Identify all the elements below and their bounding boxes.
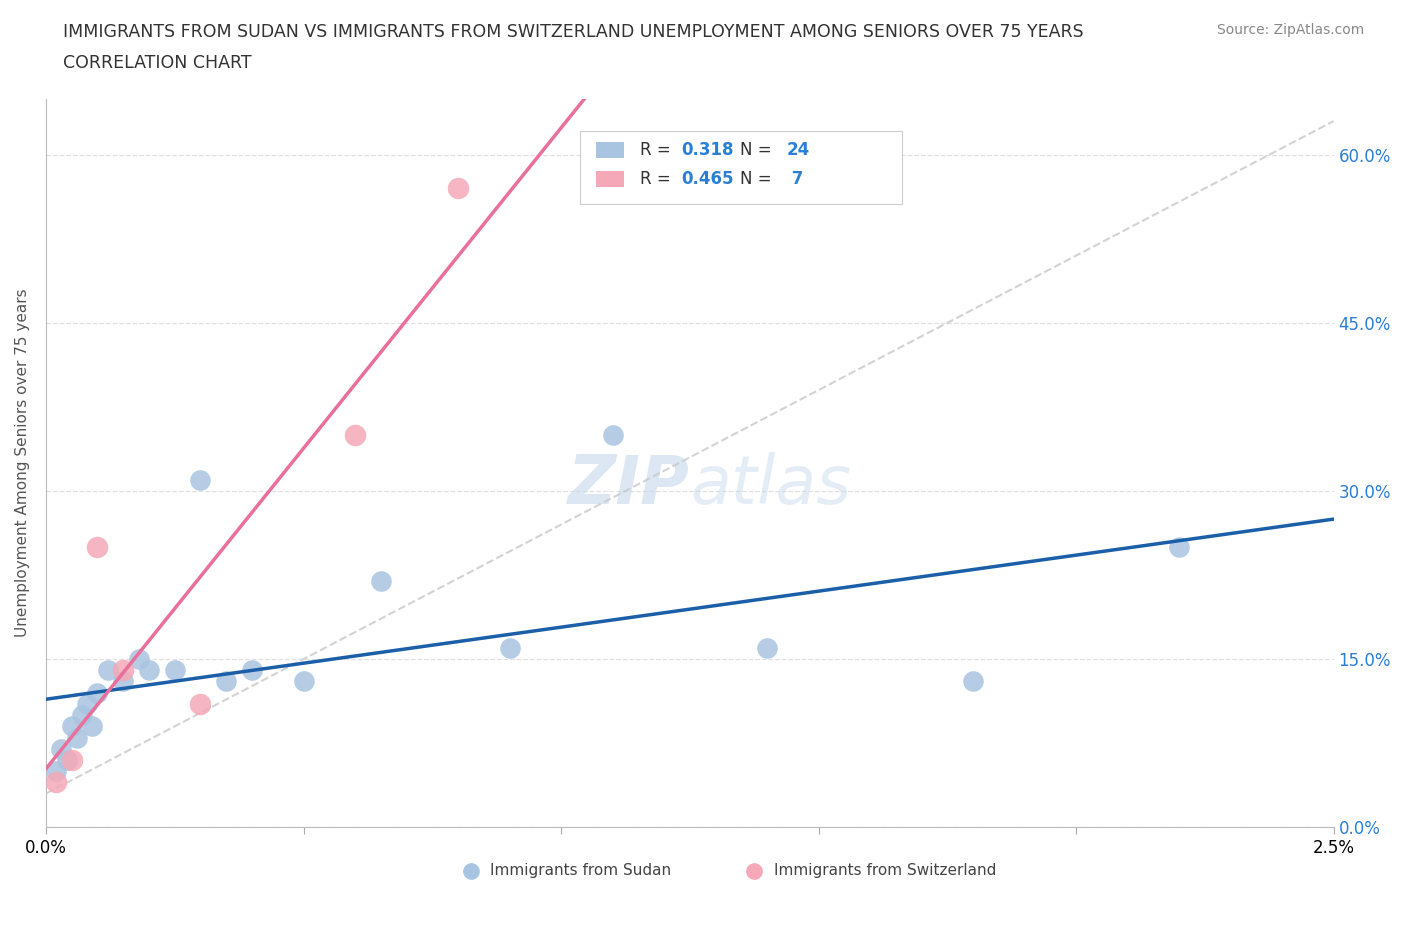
Point: [215, 674, 238, 689]
Text: 7: 7: [786, 170, 804, 188]
Point: [292, 674, 315, 689]
Point: [112, 674, 135, 689]
Text: N =: N =: [740, 140, 778, 159]
Point: [86, 685, 108, 700]
Point: [112, 663, 135, 678]
Text: ZIP: ZIP: [568, 452, 690, 518]
Text: R =: R =: [640, 170, 676, 188]
Point: [60, 719, 83, 734]
Bar: [581, 131, 903, 205]
Point: [447, 181, 470, 196]
Text: Source: ZipAtlas.com: Source: ZipAtlas.com: [1216, 23, 1364, 37]
Point: [55, 752, 77, 767]
Text: 24: 24: [786, 140, 810, 159]
Point: [962, 674, 984, 689]
Point: [86, 539, 108, 554]
Text: 0.465: 0.465: [681, 170, 734, 188]
Point: [498, 641, 520, 656]
Point: [602, 428, 624, 443]
Text: R =: R =: [640, 140, 676, 159]
Point: [370, 573, 392, 588]
Text: Immigrants from Switzerland: Immigrants from Switzerland: [773, 863, 995, 879]
Text: IMMIGRANTS FROM SUDAN VS IMMIGRANTS FROM SWITZERLAND UNEMPLOYMENT AMONG SENIORS : IMMIGRANTS FROM SUDAN VS IMMIGRANTS FROM…: [63, 23, 1084, 41]
Point: [190, 472, 212, 487]
Point: [138, 663, 160, 678]
Point: [45, 764, 67, 778]
Point: [82, 719, 104, 734]
Point: [76, 697, 98, 711]
Bar: [596, 171, 624, 187]
Point: [70, 708, 93, 723]
Text: N =: N =: [740, 170, 778, 188]
Point: [1168, 539, 1191, 554]
Point: [163, 663, 186, 678]
Point: [756, 641, 779, 656]
Point: [128, 652, 150, 667]
Point: [97, 663, 120, 678]
Y-axis label: Unemployment Among Seniors over 75 years: Unemployment Among Seniors over 75 years: [15, 288, 30, 637]
Point: [343, 428, 366, 443]
Text: atlas: atlas: [690, 452, 851, 518]
Point: [51, 741, 73, 756]
Point: [45, 775, 67, 790]
Text: Immigrants from Sudan: Immigrants from Sudan: [491, 863, 671, 879]
Text: CORRELATION CHART: CORRELATION CHART: [63, 54, 252, 72]
Point: [190, 697, 212, 711]
Point: [240, 663, 263, 678]
Point: [66, 730, 89, 745]
Text: 0.318: 0.318: [681, 140, 734, 159]
Bar: [596, 141, 624, 158]
Point: [60, 752, 83, 767]
